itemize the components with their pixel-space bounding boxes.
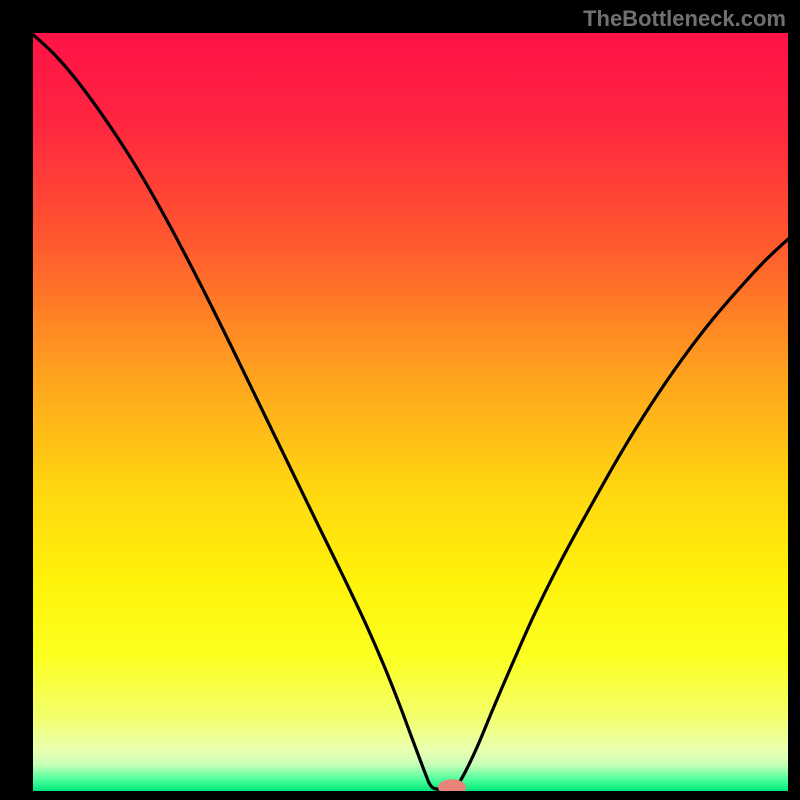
plot-area [33,33,788,791]
chart-container: TheBottleneck.com [0,0,800,800]
watermark-text: TheBottleneck.com [583,6,786,32]
chart-svg [33,33,788,791]
gradient-background [33,33,788,791]
